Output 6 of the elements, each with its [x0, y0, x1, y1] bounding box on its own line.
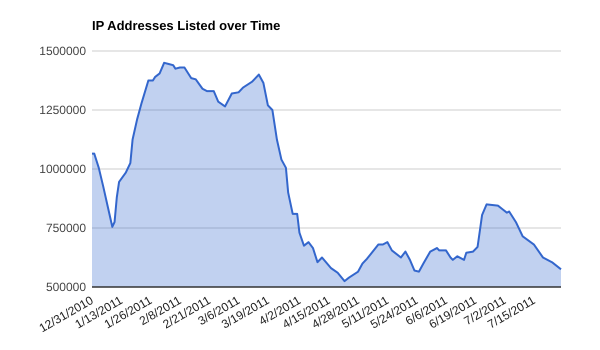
y-tick-label: 500000 [46, 280, 86, 294]
y-tick-label: 1000000 [39, 162, 86, 176]
y-tick-label: 750000 [46, 221, 86, 236]
chart-title: IP Addresses Listed over Time [92, 18, 280, 33]
y-tick-label: 1250000 [39, 103, 86, 118]
y-tick-label: 1500000 [39, 44, 86, 58]
